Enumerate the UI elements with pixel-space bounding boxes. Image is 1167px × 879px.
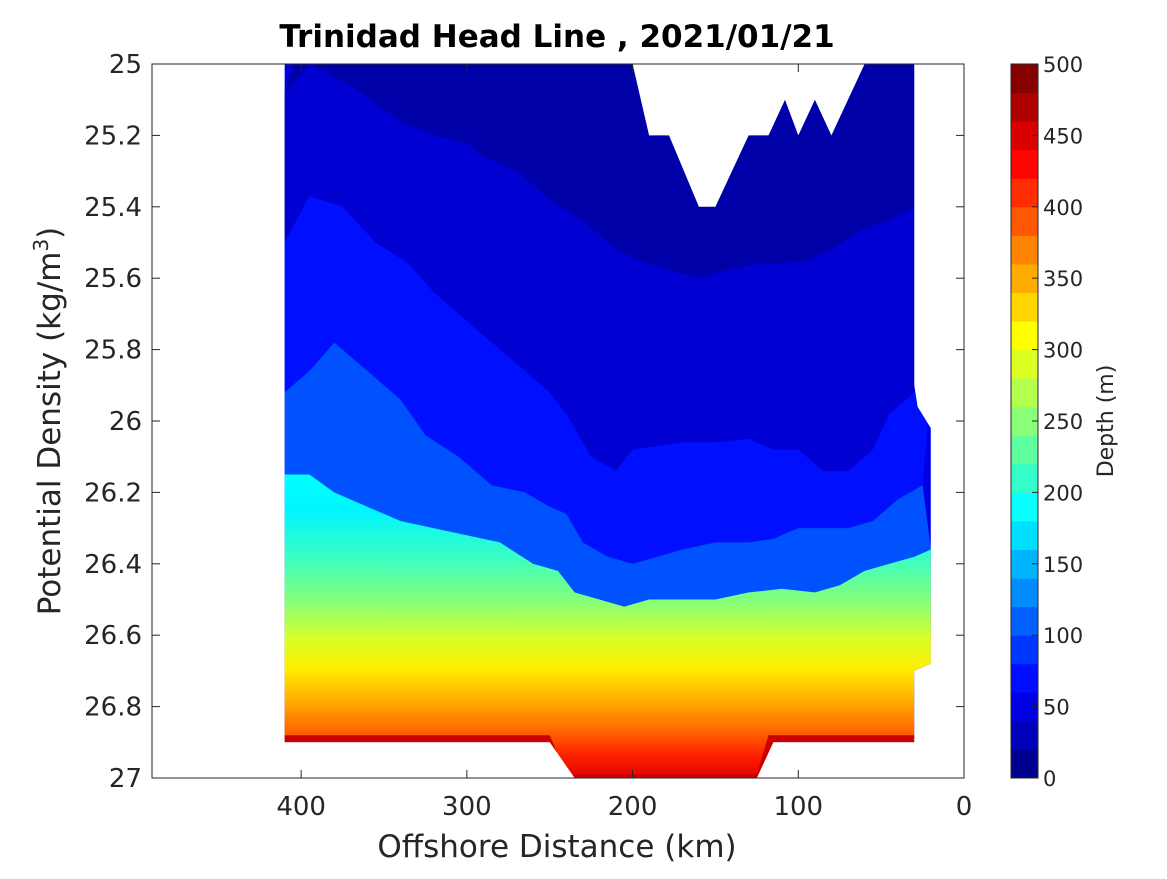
no-data-mask-right — [756, 64, 964, 778]
bottom-gradient-band — [284, 474, 931, 778]
deep-gulf-region — [284, 735, 915, 778]
colorbar-segment — [1011, 635, 1038, 665]
colorbar-segment — [1011, 749, 1038, 779]
colorbar-tick-label: 200 — [1043, 481, 1083, 505]
y-axis: 25 25.2 25.4 25.6 25.8 26 26.2 26.4 26.6 26.8 27 — [84, 50, 964, 794]
colorbar-tick-label: 300 — [1043, 339, 1083, 363]
colorbar-segment — [1011, 92, 1038, 122]
colorbar-segment — [1011, 64, 1038, 94]
contour-fills — [152, 64, 964, 778]
no-data-mask — [152, 64, 575, 778]
colorbar-tick-label: 0 — [1043, 767, 1056, 791]
y-axis-label: Potential Density (kg/m3) — [29, 227, 68, 616]
colorbar-segment — [1011, 720, 1038, 750]
y-axis-label-suffix: ) — [32, 227, 68, 239]
colorbar-tick-label: 400 — [1043, 196, 1083, 220]
band-25-50 — [284, 64, 940, 471]
colorbar-tick-label: 350 — [1043, 267, 1083, 291]
y-tick-label: 26.2 — [84, 478, 142, 508]
y-axis-label-superscript: 3 — [29, 239, 53, 252]
x-tick-label: 300 — [442, 792, 492, 822]
colorbar-segment — [1011, 663, 1038, 693]
colorbar: 0 50 100 150 200 250 300 350 400 450 500 — [1010, 53, 1083, 791]
colorbar-tick-label: 50 — [1043, 696, 1070, 720]
colorbar-tick-label: 500 — [1043, 53, 1083, 77]
x-axis-label: Offshore Distance (km) — [377, 829, 736, 865]
y-tick-label: 26 — [109, 407, 142, 437]
colorbar-tick-label: 100 — [1043, 624, 1083, 648]
colorbar-segment — [1011, 492, 1038, 522]
colorbar-segment — [1011, 235, 1038, 265]
void-top-notch — [632, 64, 865, 207]
colorbar-segment — [1011, 520, 1038, 551]
y-tick-label: 25.8 — [84, 336, 142, 366]
colorbar-tick-label: 450 — [1043, 124, 1083, 148]
colorbar-segment — [1011, 149, 1038, 179]
y-tick-label: 26.4 — [84, 550, 142, 580]
y-tick-label: 26.8 — [84, 693, 142, 723]
colorbar-segment — [1011, 349, 1038, 379]
x-axis: 400 300 200 100 0 — [276, 64, 972, 822]
x-tick-label: 100 — [773, 792, 823, 822]
colorbar-segment — [1011, 578, 1038, 608]
colorbar-label: Depth (m) — [1094, 365, 1119, 478]
x-tick-label: 400 — [276, 792, 326, 822]
colorbar-tick-label: 150 — [1043, 553, 1083, 577]
colorbar-segment — [1011, 463, 1038, 493]
colorbar-segment — [1011, 606, 1038, 636]
x-tick-label: 0 — [956, 792, 973, 822]
colorbar-tick-label: 250 — [1043, 410, 1083, 434]
y-tick-label: 27 — [109, 764, 142, 794]
colorbar-segment — [1011, 178, 1038, 208]
y-tick-label: 26.6 — [84, 621, 142, 651]
colorbar-segment — [1011, 321, 1038, 351]
colorbar-segment — [1011, 378, 1038, 408]
chart-title: Trinidad Head Line , 2021/01/21 — [279, 19, 834, 55]
y-tick-label: 25.4 — [84, 193, 142, 223]
x-tick-label: 200 — [608, 792, 658, 822]
y-axis-label-main: Potential Density (kg/m — [32, 252, 68, 616]
band-50-75 — [284, 196, 931, 564]
colorbar-segment — [1011, 435, 1038, 465]
colorbar-segment — [1011, 206, 1038, 236]
band-75-100 — [284, 342, 931, 607]
y-tick-label: 25.6 — [84, 264, 142, 294]
colorbar-segment — [1011, 292, 1038, 322]
y-tick-label: 25.2 — [84, 121, 142, 151]
y-tick-label: 25 — [109, 50, 142, 80]
